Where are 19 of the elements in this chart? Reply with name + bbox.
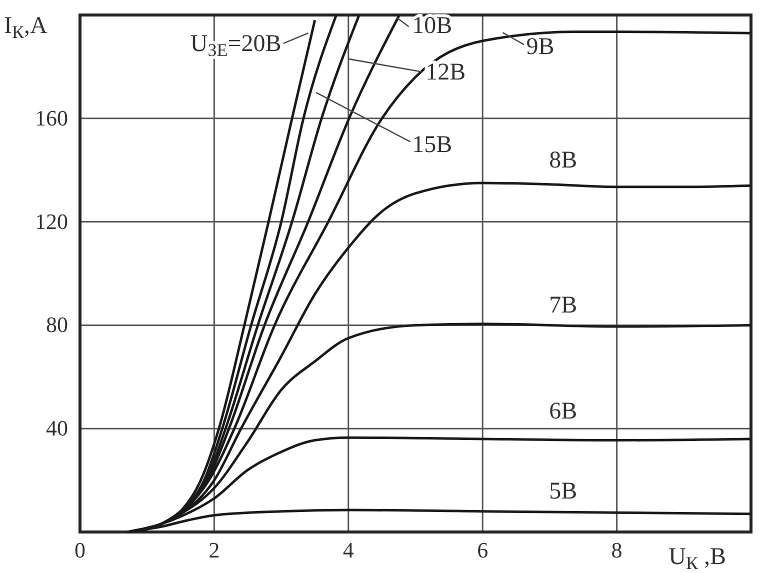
series-label: 9В (526, 34, 554, 60)
y-axis-title: I$_{К}$,А (4, 13, 48, 42)
text: 12В (426, 60, 466, 86)
series-label: 7В (549, 292, 578, 318)
y-tick-label: 120 (35, 208, 68, 234)
y-tick-label: 160 (35, 105, 68, 130)
series-label: 8В (549, 148, 578, 174)
x-tick-label: 2 (208, 538, 220, 563)
text: 15В (412, 132, 452, 158)
series-label: 6В (549, 398, 578, 424)
x-tick-label: 6 (477, 538, 488, 563)
series-label: 5В (549, 478, 578, 504)
y-tick-label: 80 (46, 312, 68, 338)
x-axis-title: U$_{К}$ ,В (668, 544, 726, 573)
x-tick-label: 4 (342, 538, 354, 563)
x-tick-label: 8 (611, 538, 622, 563)
x-tick-label: 0 (74, 538, 86, 563)
series-label: 10В (412, 13, 452, 40)
y-tick-label: 40 (46, 416, 68, 441)
